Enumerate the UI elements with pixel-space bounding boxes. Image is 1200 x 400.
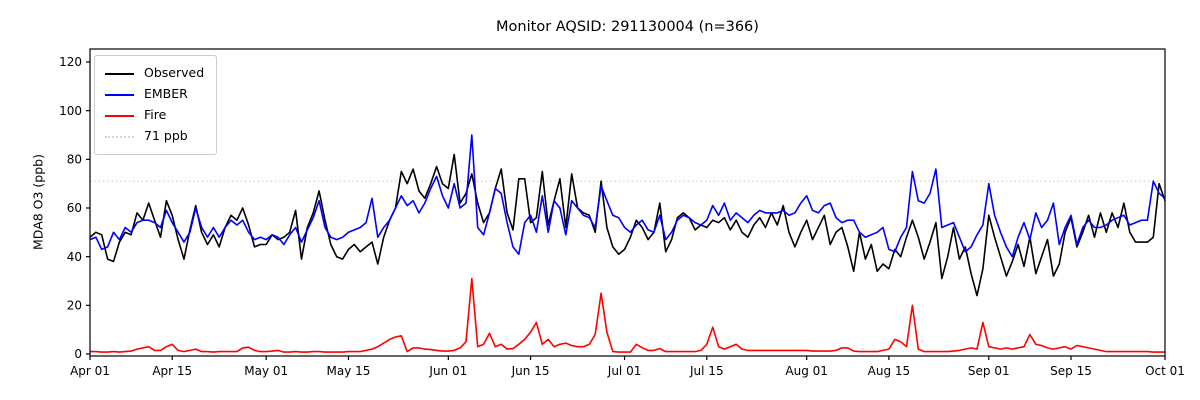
legend-label-ember: EMBER xyxy=(144,86,188,102)
y-axis-label: MDA8 O3 (ppb) xyxy=(30,154,46,250)
legend-item-ember: EMBER xyxy=(105,84,204,105)
x-tick-label: Aug 01 xyxy=(785,364,828,378)
y-tick-label: 60 xyxy=(67,201,82,215)
y-tick-label: 20 xyxy=(67,299,82,313)
x-tick-label: Sep 01 xyxy=(968,364,1010,378)
x-tick-label: Aug 15 xyxy=(868,364,911,378)
x-tick-label: Sep 15 xyxy=(1050,364,1092,378)
x-tick-label: May 01 xyxy=(244,364,288,378)
x-tick-label: Jun 15 xyxy=(511,364,550,378)
legend-label-fire: Fire xyxy=(144,107,167,123)
x-tick-label: Apr 01 xyxy=(70,364,110,378)
observed-line-sample xyxy=(105,72,134,75)
chart-title: Monitor AQSID: 291130004 (n=366) xyxy=(496,19,759,35)
y-tick-label: 100 xyxy=(59,104,82,118)
ember-line xyxy=(89,134,1166,258)
y-tick-label: 0 xyxy=(74,347,82,361)
axes-frame xyxy=(89,48,1166,357)
legend: Observed EMBER Fire 71 ppb xyxy=(94,55,218,155)
fire-line-sample xyxy=(105,114,134,117)
legend-item-observed: Observed xyxy=(105,63,204,84)
x-tick-label: Oct 01 xyxy=(1145,364,1185,378)
legend-label-observed: Observed xyxy=(144,65,205,81)
legend-item-fire: Fire xyxy=(105,105,204,126)
legend-label-threshold: 71 ppb xyxy=(144,128,188,144)
x-tick-label: Jun 01 xyxy=(428,364,467,378)
fire-line xyxy=(90,277,1165,353)
threshold-line-sample xyxy=(105,135,134,138)
x-tick-label: Apr 15 xyxy=(152,364,192,378)
y-tick-label: 120 xyxy=(59,55,82,69)
x-tick-label: Jul 15 xyxy=(689,364,724,378)
x-tick-label: Jul 01 xyxy=(607,364,642,378)
legend-item-threshold: 71 ppb xyxy=(105,126,204,147)
ember-line-sample xyxy=(105,93,134,96)
y-tick-label: 40 xyxy=(67,250,82,264)
x-tick-label: May 15 xyxy=(327,364,371,378)
y-tick-label: 80 xyxy=(67,153,82,167)
observed-line xyxy=(89,153,1166,297)
